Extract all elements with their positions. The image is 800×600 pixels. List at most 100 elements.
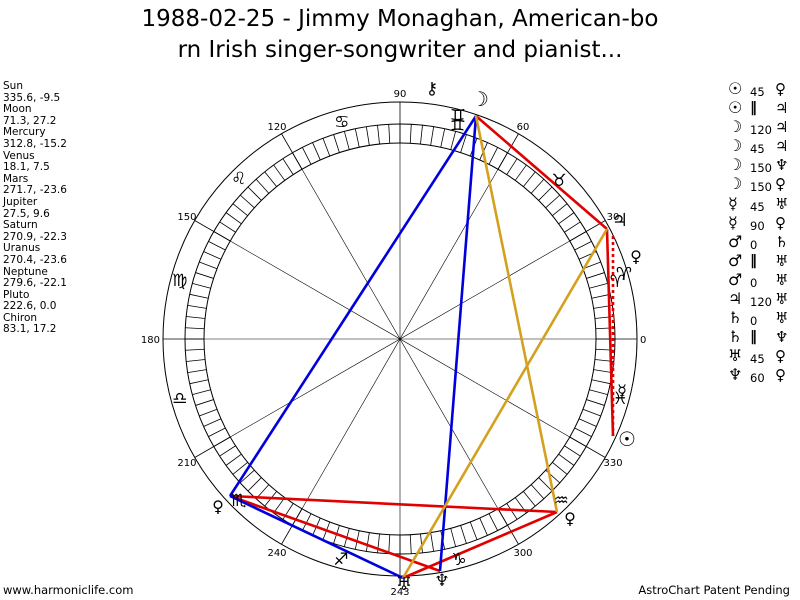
degree-tick [530, 484, 545, 500]
degree-tick [545, 194, 561, 209]
aspect-planet-2: ♆ [775, 156, 789, 175]
planet-coords-jupiter: 27.5, 9.6 [3, 207, 50, 220]
planet-name-uranus: Uranus [3, 242, 41, 255]
degree-tick [273, 497, 286, 514]
degree-tick [377, 125, 380, 145]
aspect-row: ♅ 45 ♀ [728, 347, 800, 367]
degree-tick [282, 158, 294, 175]
aspect-line [228, 115, 478, 497]
degree-tick [225, 453, 242, 466]
sign-glyph: ♋ [334, 113, 349, 133]
aspect-angle: 45 [750, 352, 765, 367]
aspect-lines [228, 115, 615, 580]
aspect-planet-1: ♃ [728, 289, 743, 309]
planet-glyph: ♅ [396, 574, 412, 595]
degree-tick [247, 477, 262, 492]
aspect-row: ☉ 45 ♀ [728, 79, 800, 100]
degree-label: 60 [517, 122, 530, 133]
degree-tick [578, 418, 597, 427]
aspect-angle: 0 [750, 275, 758, 290]
degree-tick [523, 171, 536, 187]
spoke-outer [497, 508, 519, 545]
planet-coords-uranus: 270.4, -23.6 [3, 253, 67, 266]
degree-tick [538, 477, 553, 492]
aspect-planet-1: ♆ [728, 365, 743, 385]
aspect-line [402, 510, 558, 580]
planet-glyph: ☽ [471, 87, 489, 111]
footer-patent: AstroChart Patent Pending [638, 583, 790, 597]
title-line-2: rn Irish singer-songwriter and pianist..… [177, 37, 623, 63]
degree-tick [312, 142, 321, 161]
degree-tick [239, 194, 255, 209]
aspect-angle: 0 [750, 314, 758, 329]
sign-glyph: ♓ [613, 389, 628, 409]
aspect-planet-1: ☽ [728, 174, 743, 194]
degree-tick [552, 203, 568, 216]
aspect-row: ☽ 45 ♃ [728, 137, 800, 157]
sign-glyph: ♉ [551, 171, 566, 191]
degree-tick [530, 178, 545, 194]
degree-tick [460, 134, 467, 153]
degree-tick [409, 124, 412, 144]
aspect-row: ♃ 120 ♅ [728, 289, 800, 310]
house-spokes [163, 102, 637, 576]
planet-glyph: ♊ [450, 106, 466, 127]
degree-tick [333, 134, 340, 153]
spoke-outer [281, 133, 303, 170]
degree-tick [187, 304, 207, 309]
aspect-planet-2: ♅ [775, 309, 789, 328]
aspect-line [229, 494, 558, 514]
degree-tick [574, 427, 592, 437]
degree-tick [189, 379, 209, 385]
degree-tick [199, 408, 218, 417]
degree-tick [192, 282, 211, 289]
planet-glyph: ☿ [617, 381, 627, 400]
aspect-angle: ‖ [750, 252, 757, 269]
aspect-planet-2: ♀ [775, 213, 786, 232]
degree-label: 150 [177, 212, 196, 223]
aspect-angle: 90 [750, 218, 765, 233]
degree-tick [199, 261, 218, 270]
aspect-row: ☿ 45 ♅ [728, 194, 800, 214]
degree-tick [187, 369, 207, 374]
degree-tick [450, 528, 457, 547]
degree-tick [186, 359, 206, 362]
planet-coords-sun: 335.6, -9.5 [3, 91, 61, 104]
planet-glyph: ♆ [434, 571, 449, 591]
degree-tick [409, 534, 412, 554]
degree-tick [354, 530, 360, 550]
degree-tick [591, 379, 611, 385]
aspect-line [229, 494, 404, 580]
sign-glyph: ♊ [450, 116, 465, 136]
degree-tick [488, 147, 498, 165]
degree-tick [186, 316, 206, 319]
degree-ticks [185, 124, 615, 554]
degree-tick [558, 453, 575, 466]
degree-tick [420, 125, 423, 145]
degree-tick [552, 462, 568, 475]
sign-glyph: ♌ [231, 169, 246, 189]
degree-tick [506, 158, 518, 175]
aspect-row: ♄ 0 ♅ [728, 309, 800, 329]
planet-name-saturn: Saturn [3, 219, 38, 232]
planet-glyph: ♃ [612, 210, 628, 231]
planet-coords-chiron: 83.1, 17.2 [3, 323, 57, 336]
degree-tick [219, 445, 236, 457]
degree-tick [586, 272, 605, 279]
sign-glyph: ♈ [610, 272, 625, 292]
degree-tick [208, 427, 226, 437]
degree-tick [232, 462, 248, 475]
degree-labels: 0 30 60 90 120 150 180 210 240 300 330 243 [141, 89, 646, 598]
aspect-row: ♂ 0 ♄ [728, 232, 800, 252]
aspect-planet-1: ☉ [728, 79, 743, 98]
planet-glyph: ♀ [212, 497, 224, 516]
aspect-angle: 0 [750, 237, 758, 252]
aspect-row: ♂ 0 ♅ [728, 270, 800, 290]
degree-tick [586, 399, 605, 406]
degree-tick [589, 389, 608, 396]
degree-tick [354, 128, 360, 148]
planet-glyph: ☉ [618, 427, 636, 451]
planet-glyph: ♈ [616, 264, 632, 285]
planet-coords-moon: 71.3, 27.2 [3, 114, 57, 127]
